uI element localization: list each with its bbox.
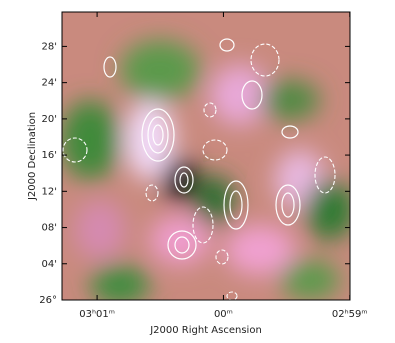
x-axis-label: J2000 Right Ascension <box>149 325 262 336</box>
x-tick-label: 02ʰ59ᵐ <box>332 309 368 320</box>
plot-frame <box>61 11 351 301</box>
y-tick-label: 20' <box>42 114 57 125</box>
y-tick-label: 24' <box>42 78 57 89</box>
x-tick-label: 00ᵐ <box>214 309 233 320</box>
y-tick-label: 08' <box>42 223 57 234</box>
sky-image <box>62 12 350 300</box>
y-tick-label: 12' <box>42 186 57 197</box>
y-axis-label: J2000 Declination <box>27 112 38 201</box>
x-tick-label: 03ʰ01ᵐ <box>79 309 115 320</box>
y-tick-label: 04' <box>42 259 57 270</box>
contours <box>62 38 336 300</box>
y-tick-label: 16' <box>42 150 57 161</box>
y-tick-label: 26° <box>39 295 57 306</box>
y-tick-label: 28' <box>42 41 57 52</box>
